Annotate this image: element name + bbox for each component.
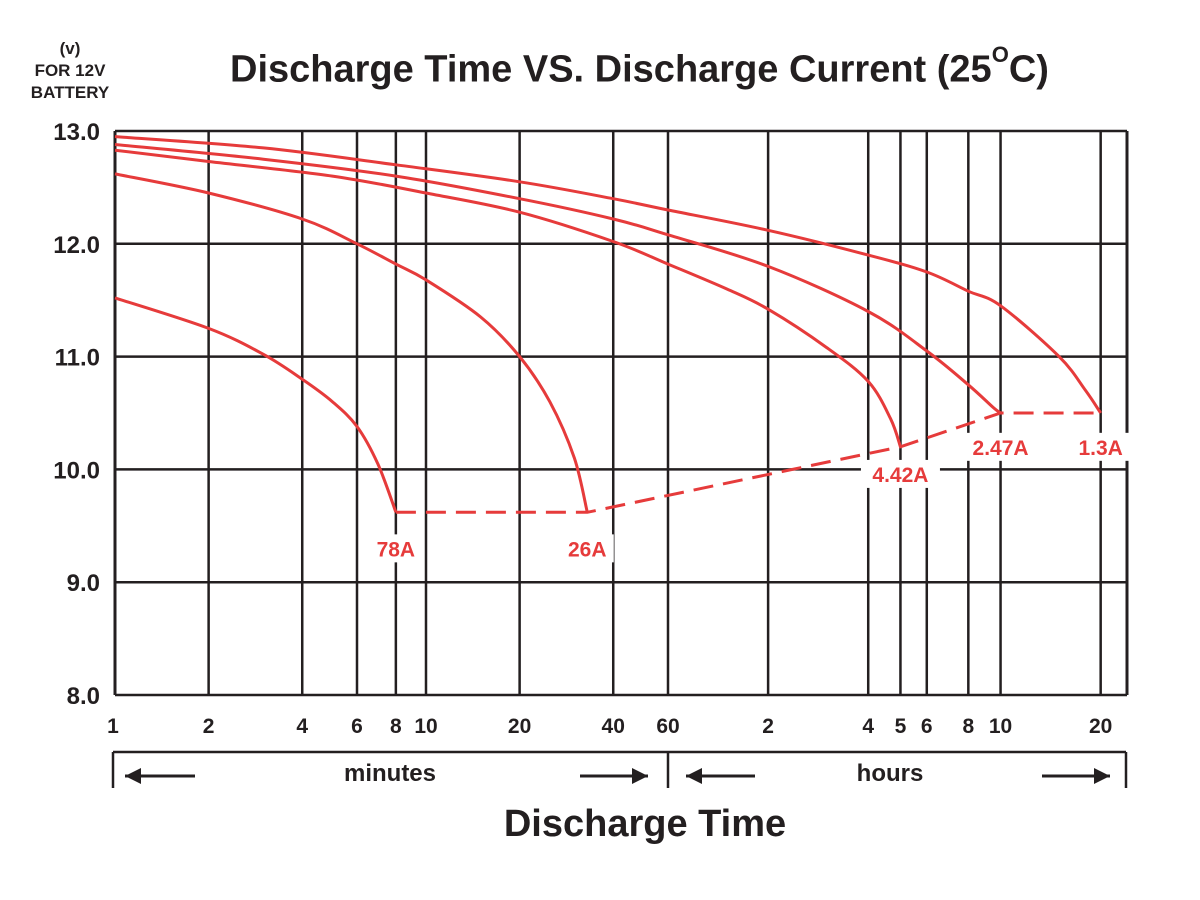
y-tick-label: 13.0	[53, 119, 100, 146]
minutes-arrow-right-head	[632, 768, 648, 784]
x-tick-label: 60	[656, 715, 679, 738]
x-tick-label: 10	[989, 715, 1012, 738]
point-label-bg	[560, 534, 614, 563]
x-tick-label: 6	[921, 715, 933, 738]
minutes-label: minutes	[343, 760, 436, 787]
x-tick-label: 20	[1089, 715, 1112, 738]
chart-title-degree: O	[991, 42, 1009, 67]
y-tick-label: 11.0	[55, 345, 100, 372]
point-label-bg	[369, 534, 423, 563]
x-tick-label: 1	[107, 715, 119, 738]
series-line-78A	[114, 296, 398, 513]
y-tick-label: 9.0	[67, 570, 100, 597]
x-tick-label: 8	[962, 715, 974, 738]
chart-title: Discharge Time VS. Discharge Current (25…	[230, 42, 1130, 92]
point-label-78A: 78A	[377, 538, 416, 561]
x-tick-label: 10	[414, 715, 437, 738]
point-label-26A: 26A	[568, 538, 607, 561]
y-tick-label: 10.0	[53, 457, 100, 484]
x-tick-label: 2	[762, 715, 774, 738]
end-voltage-dashed-line	[395, 411, 1101, 514]
x-tick-label: 2	[203, 715, 215, 738]
x-tick-label: 4	[296, 715, 308, 738]
point-label-bg	[961, 432, 1041, 461]
chart-title-end: C)	[1008, 48, 1049, 91]
y-unit-line-3: BATTERY	[30, 83, 110, 102]
hours-arrow-left-head	[686, 768, 702, 784]
point-label-1-3A: 1.3A	[1078, 437, 1122, 460]
x-tick-label: 20	[508, 715, 531, 738]
x-tick-label: 8	[390, 715, 402, 738]
y-unit-line-2: FOR 12V	[34, 61, 106, 80]
x-tick-label: 4	[862, 715, 874, 738]
series-line-1-3A	[114, 135, 1102, 414]
x-tick-label: 40	[602, 715, 625, 738]
x-axis-title: Discharge Time	[503, 803, 787, 845]
point-label-bg	[1067, 432, 1134, 461]
y-tick-label: 8.0	[67, 683, 100, 710]
series-line-4-42A	[114, 148, 902, 448]
point-label-bg	[860, 459, 940, 488]
chart-title-main: Discharge Time VS. Discharge Current (25	[230, 48, 992, 91]
hours-arrow-right-head	[1094, 768, 1110, 784]
x-tick-label: 6	[351, 715, 363, 738]
x-tick-label: 5	[895, 715, 907, 738]
y-unit-line-1: (v)	[59, 39, 81, 58]
minutes-arrow-left-head	[125, 768, 141, 784]
point-label-4-42A: 4.42A	[872, 464, 928, 487]
y-tick-label: 12.0	[53, 232, 100, 259]
series-line-26A	[114, 172, 589, 513]
point-label-2-47A: 2.47A	[973, 437, 1029, 460]
y-unit-label: (v) FOR 12V BATTERY	[10, 38, 130, 104]
series-line-2-47A	[114, 143, 1002, 415]
hours-label: hours	[856, 760, 924, 787]
